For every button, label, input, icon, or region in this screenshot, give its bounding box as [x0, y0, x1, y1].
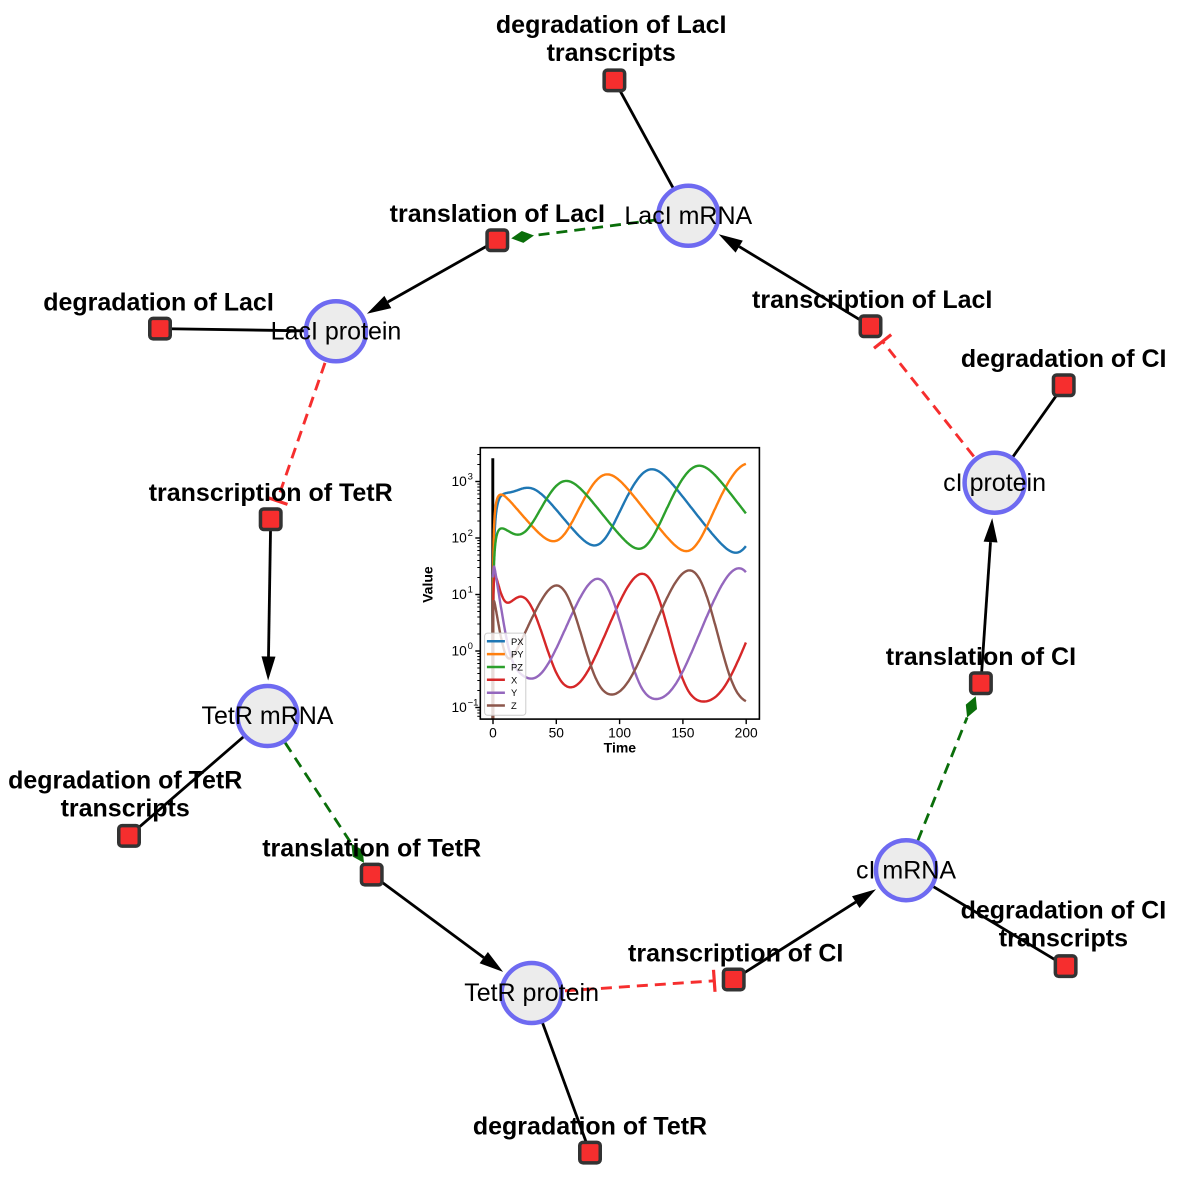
svg-text:PZ: PZ: [511, 662, 523, 673]
svg-text:Z: Z: [511, 700, 517, 711]
svg-text:150: 150: [671, 725, 694, 740]
svg-text:10: 10: [451, 474, 467, 489]
svg-text:Value: Value: [419, 566, 435, 603]
svg-text:translation of LacI: translation of LacI: [390, 200, 605, 228]
svg-text:100: 100: [608, 725, 631, 740]
svg-text:cI protein: cI protein: [943, 469, 1046, 497]
svg-text:2: 2: [468, 528, 473, 539]
svg-text:10: 10: [451, 700, 467, 715]
svg-text:transcription of LacI: transcription of LacI: [752, 286, 992, 314]
svg-text:cI mRNA: cI mRNA: [856, 856, 956, 884]
svg-text:10: 10: [451, 587, 467, 602]
svg-text:50: 50: [549, 725, 565, 740]
svg-text:translation of CI: translation of CI: [886, 643, 1076, 671]
svg-text:transcripts: transcripts: [61, 794, 190, 822]
svg-text:200: 200: [735, 725, 758, 740]
svg-text:0: 0: [468, 641, 473, 652]
svg-text:1: 1: [468, 584, 473, 595]
svg-text:degradation of CI: degradation of CI: [961, 345, 1167, 373]
svg-text:LacI mRNA: LacI mRNA: [624, 202, 752, 230]
svg-text:degradation of LacI: degradation of LacI: [43, 289, 274, 317]
svg-text:degradation of CI: degradation of CI: [961, 897, 1167, 925]
svg-text:3: 3: [468, 471, 473, 482]
svg-text:translation of TetR: translation of TetR: [262, 835, 481, 863]
svg-text:degradation of TetR: degradation of TetR: [473, 1113, 707, 1141]
svg-text:transcripts: transcripts: [547, 39, 676, 67]
svg-text:degradation of LacI: degradation of LacI: [496, 11, 727, 39]
svg-text:X: X: [511, 674, 518, 685]
svg-text:degradation of TetR: degradation of TetR: [8, 766, 242, 794]
svg-text:TetR protein: TetR protein: [464, 979, 599, 1007]
svg-text:PY: PY: [511, 649, 524, 660]
svg-text:−1: −1: [468, 697, 479, 708]
svg-text:transcription of CI: transcription of CI: [628, 940, 843, 968]
svg-text:10: 10: [451, 531, 467, 546]
svg-text:Time: Time: [604, 740, 637, 756]
svg-text:transcripts: transcripts: [999, 925, 1128, 953]
svg-text:0: 0: [489, 725, 497, 740]
svg-text:TetR mRNA: TetR mRNA: [202, 702, 334, 730]
svg-text:PX: PX: [511, 636, 524, 647]
svg-text:10: 10: [451, 644, 467, 659]
svg-text:transcription of TetR: transcription of TetR: [149, 479, 393, 507]
svg-text:Y: Y: [511, 687, 518, 698]
svg-text:LacI protein: LacI protein: [271, 318, 402, 346]
